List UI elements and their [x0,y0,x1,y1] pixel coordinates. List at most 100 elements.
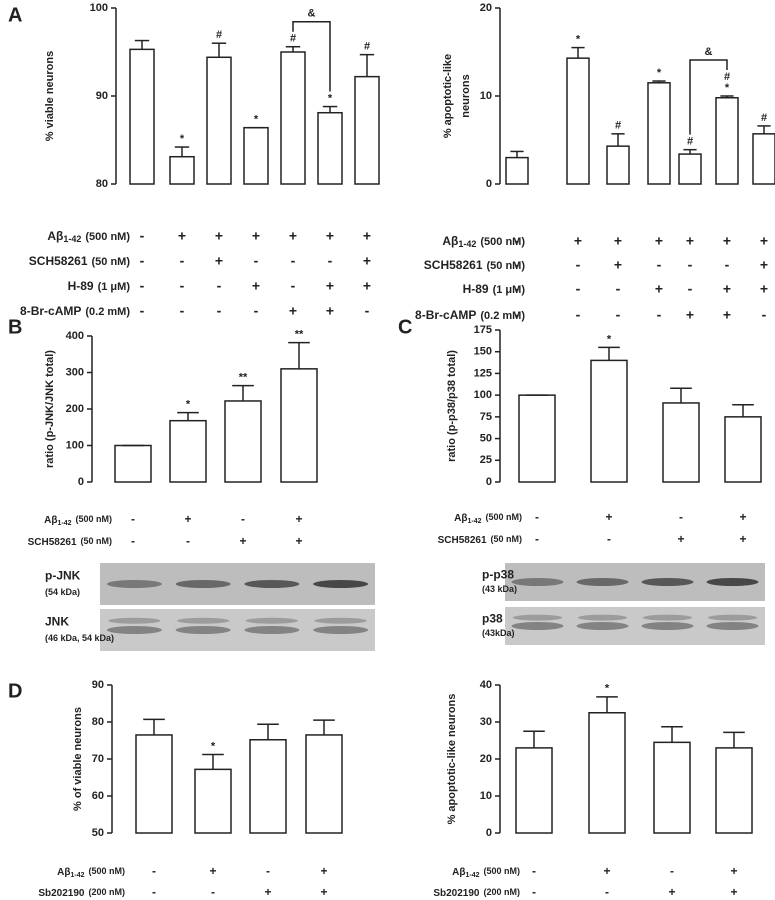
treatment-name: Sb202190 [38,888,85,899]
treatment-sign: + [614,257,622,273]
treatment-label: Sb202190 (200 nM) [433,887,520,898]
treatment-sign: + [574,233,582,249]
blot-band [576,622,629,630]
treatment-sign: + [363,228,371,244]
treatment-sign: - [131,512,135,526]
y-tick-label: 10 [480,790,492,802]
treatment-sign: + [760,257,768,273]
treatment-name: Aβ [452,867,465,878]
panel-letter: B [8,316,22,338]
treatment-sign: - [657,257,662,273]
bar [590,359,628,483]
treatment-unit: (50 nM) [81,536,113,546]
treatment-label: Sb202190 (200 nM) [38,887,125,898]
treatment-sign: + [289,303,297,319]
y-tick-label: 0 [486,827,492,839]
y-tick-label: 75 [480,411,492,423]
treatment-sign: + [723,281,731,297]
treatment-sign: - [725,257,730,273]
treatment-sign: + [326,228,334,244]
treatment-name: Aβ [442,234,458,248]
bar [588,712,626,834]
treatment-sign: - [576,281,581,297]
y-tick-label: 80 [96,178,108,190]
y-tick-label: 50 [480,432,492,444]
y-tick-label: 10 [480,90,492,102]
treatment-sign: - [291,278,296,294]
treatment-sign: - [140,253,145,269]
blot-band [177,617,230,624]
treatment-sign: - [616,307,621,323]
treatment-sign: - [576,257,581,273]
bar [566,57,590,185]
treatment-sign: - [254,253,259,269]
treatment-sign: + [239,534,246,548]
treatment-sign: + [614,233,622,249]
bar [662,402,700,483]
significance-label: # [615,120,621,132]
significance-label: * [328,92,333,104]
y-tick-label: 50 [92,827,104,839]
y-tick-label: 40 [480,679,492,691]
y-tick-label: 125 [474,367,492,379]
blot-band [313,580,369,588]
treatment-sign: + [739,510,746,524]
bracket [292,20,331,92]
y-tick-label: 20 [480,753,492,765]
treatment-sign: - [140,228,145,244]
treatment-sign: + [178,228,186,244]
blot-band [313,626,369,634]
y-axis-label: % apoptotic-like [442,54,454,138]
treatment-sign: + [730,885,737,899]
y-tick-label: 90 [96,90,108,102]
treatment-sign: - [535,510,539,524]
treatment-sign: + [668,885,675,899]
blot-band [244,626,300,634]
treatment-sign: - [211,885,215,899]
blot-band [245,617,298,624]
treatment-sign: + [363,278,371,294]
treatment-sign: - [616,281,621,297]
treatment-subscript: 1-42 [57,520,71,527]
treatment-sign: + [686,233,694,249]
bar [752,133,775,185]
treatment-sign: + [320,864,327,878]
treatment-label: Aβ1-42 (500 nM) [442,234,525,249]
blot-name: p-p38 [482,567,514,581]
treatment-unit: (200 nM) [88,887,125,897]
treatment-sign: - [576,307,581,323]
bar [606,145,630,185]
blot-band [707,614,758,621]
treatment-unit: (500 nM) [88,866,125,876]
treatment-sign: - [131,534,135,548]
bracket [689,59,728,135]
treatment-label: SCH58261 (50 nM) [29,254,131,268]
bar [724,416,762,483]
treatment-sign: + [739,532,746,546]
treatment-sign: - [670,864,674,878]
panel-letter: C [398,316,412,338]
treatment-name: SCH58261 [29,254,88,268]
panel-letter: D [8,680,22,702]
treatment-name: Aβ [47,229,63,243]
treatment-sign: + [215,228,223,244]
treatment-label: Aβ1-42 (500 nM) [452,866,520,878]
treatment-sign: + [363,253,371,269]
treatment-sign: - [515,233,520,249]
treatment-sign: + [252,278,260,294]
treatment-name: Sb202190 [433,888,480,899]
treatment-unit: (200 nM) [483,887,520,897]
treatment-name: H-89 [463,282,489,296]
significance-label: * [186,399,191,411]
bar [249,739,287,834]
treatment-label: 8-Br-cAMP (0.2 mM) [415,308,525,322]
treatment-unit: (500 nM) [75,514,112,524]
treatment-subscript: 1-42 [70,872,84,879]
blot-band [512,614,563,621]
treatment-sign: - [291,253,296,269]
blot-band [175,580,231,588]
significance-label: * [576,34,581,46]
y-axis-label: % apoptotic-like neurons [446,694,458,825]
significance-label: # [724,71,730,83]
treatment-sign: - [532,864,536,878]
